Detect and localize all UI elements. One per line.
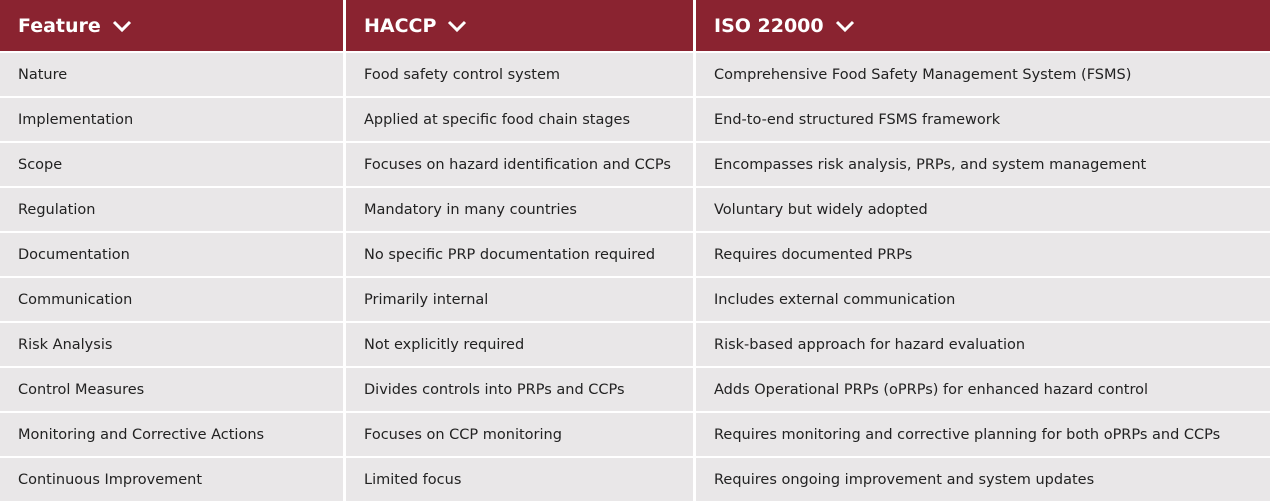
table-cell: End-to-end structured FSMS framework — [696, 98, 1270, 141]
table-cell: Requires ongoing improvement and system … — [696, 458, 1270, 501]
table-cell: Voluntary but widely adopted — [696, 188, 1270, 231]
table-cell: Scope — [0, 143, 343, 186]
table-cell: Risk Analysis — [0, 323, 343, 366]
table-cell: Monitoring and Corrective Actions — [0, 413, 343, 456]
header-cell[interactable]: Feature — [0, 0, 343, 51]
table-cell: Includes external communication — [696, 278, 1270, 321]
table-cell: Regulation — [0, 188, 343, 231]
table-cell: Applied at specific food chain stages — [346, 98, 693, 141]
table-cell: Requires monitoring and corrective plann… — [696, 413, 1270, 456]
table-cell: Mandatory in many countries — [346, 188, 693, 231]
header-text: ISO 22000 — [714, 14, 824, 37]
table-cell: Requires documented PRPs — [696, 233, 1270, 276]
chevron-icon — [112, 20, 131, 32]
chevron-icon — [448, 20, 467, 32]
table-cell: Focuses on CCP monitoring — [346, 413, 693, 456]
table-cell: Documentation — [0, 233, 343, 276]
table-cell: Encompasses risk analysis, PRPs, and sys… — [696, 143, 1270, 186]
table-cell: Not explicitly required — [346, 323, 693, 366]
table-cell: Continuous Improvement — [0, 458, 343, 501]
table-cell: Comprehensive Food Safety Management Sys… — [696, 53, 1270, 96]
table-cell: Divides controls into PRPs and CCPs — [346, 368, 693, 411]
table-cell: Risk-based approach for hazard evaluatio… — [696, 323, 1270, 366]
header-cell[interactable]: ISO 22000 — [696, 0, 1270, 51]
header-text: Feature — [18, 14, 101, 37]
table-cell: Nature — [0, 53, 343, 96]
table-cell: No specific PRP documentation required — [346, 233, 693, 276]
table-cell: Communication — [0, 278, 343, 321]
table-cell: Food safety control system — [346, 53, 693, 96]
header-text: HACCP — [364, 14, 437, 37]
table-cell: Adds Operational PRPs (oPRPs) for enhanc… — [696, 368, 1270, 411]
table-cell: Control Measures — [0, 368, 343, 411]
header-cell[interactable]: HACCP — [346, 0, 693, 51]
table-cell: Primarily internal — [346, 278, 693, 321]
table-cell: Focuses on hazard identification and CCP… — [346, 143, 693, 186]
chevron-icon — [835, 20, 854, 32]
table-cell: Limited focus — [346, 458, 693, 501]
table-cell: Implementation — [0, 98, 343, 141]
